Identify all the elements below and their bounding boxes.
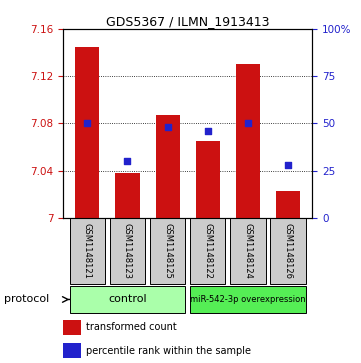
Point xyxy=(165,124,170,130)
Point xyxy=(125,158,130,164)
Text: miR-542-3p overexpression: miR-542-3p overexpression xyxy=(190,295,306,304)
Text: GSM1148123: GSM1148123 xyxy=(123,223,132,280)
Text: GSM1148125: GSM1148125 xyxy=(163,224,172,279)
Bar xyxy=(236,65,260,218)
Point xyxy=(84,121,90,126)
Text: control: control xyxy=(108,294,147,305)
FancyBboxPatch shape xyxy=(150,219,185,284)
Bar xyxy=(156,115,180,218)
Text: transformed count: transformed count xyxy=(86,322,176,332)
Point xyxy=(245,121,251,126)
Text: GSM1148124: GSM1148124 xyxy=(243,224,252,279)
Text: GSM1148121: GSM1148121 xyxy=(83,224,92,279)
Bar xyxy=(276,191,300,218)
Text: GSM1148126: GSM1148126 xyxy=(284,223,293,280)
FancyBboxPatch shape xyxy=(110,219,145,284)
Bar xyxy=(75,47,99,218)
FancyBboxPatch shape xyxy=(270,219,306,284)
Bar xyxy=(63,319,81,335)
Title: GDS5367 / ILMN_1913413: GDS5367 / ILMN_1913413 xyxy=(106,15,269,28)
FancyBboxPatch shape xyxy=(70,219,105,284)
Text: protocol: protocol xyxy=(4,294,49,305)
Text: percentile rank within the sample: percentile rank within the sample xyxy=(86,346,251,356)
FancyBboxPatch shape xyxy=(190,286,306,313)
Bar xyxy=(116,173,139,218)
Text: GSM1148122: GSM1148122 xyxy=(203,224,212,279)
Point xyxy=(205,128,211,134)
FancyBboxPatch shape xyxy=(190,219,226,284)
FancyBboxPatch shape xyxy=(70,286,185,313)
FancyBboxPatch shape xyxy=(230,219,266,284)
Bar xyxy=(196,141,220,218)
Bar xyxy=(63,343,81,358)
Point xyxy=(285,162,291,168)
